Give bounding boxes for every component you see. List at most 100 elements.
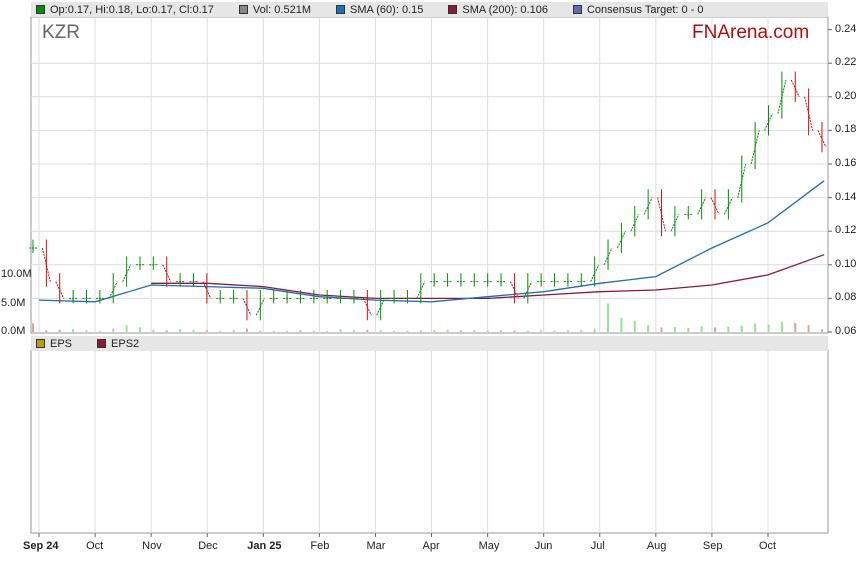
legend-item[interactable]: SMA (200): 0.106 xyxy=(448,4,548,16)
price-step xyxy=(710,197,720,215)
price-step xyxy=(590,264,600,282)
price-step xyxy=(362,298,372,316)
volume-tick-label: 10.0M xyxy=(1,268,32,280)
volume-bar xyxy=(446,329,449,332)
volume-bar xyxy=(780,321,783,332)
legend-label: SMA (200): 0.106 xyxy=(462,3,548,16)
x-tick-label: Aug xyxy=(646,540,667,552)
volume-bar xyxy=(45,330,48,332)
price-step xyxy=(523,281,533,299)
eps-panel xyxy=(30,349,829,534)
price-step xyxy=(202,281,212,299)
volume-bar xyxy=(192,329,195,332)
price-step xyxy=(804,96,814,131)
x-tick-label: Dec xyxy=(198,540,218,552)
price-step xyxy=(737,163,747,198)
y-tick-label: 0.06 xyxy=(835,325,857,337)
legend-item[interactable]: EPS xyxy=(36,338,72,350)
price-step xyxy=(630,214,640,232)
volume-bar xyxy=(112,328,115,332)
y-tick-label: 0.10 xyxy=(835,257,857,270)
volume-bar xyxy=(125,325,128,332)
volume-bar xyxy=(339,329,342,332)
volume-bar xyxy=(727,326,730,332)
volume-bar xyxy=(821,329,823,332)
price-step xyxy=(616,230,626,249)
volume-bar xyxy=(393,330,396,332)
volume-bar xyxy=(219,330,222,332)
legend-item[interactable]: SMA (60): 0.15 xyxy=(335,3,424,16)
legend-label: Op:0.17, Hi:0.18, Lo:0.17, Cl:0.17 xyxy=(50,3,214,16)
volume-bar xyxy=(593,328,596,332)
volume-bar xyxy=(580,329,583,332)
volume-bar xyxy=(620,317,623,332)
price-step xyxy=(657,197,667,232)
volume-bar xyxy=(138,327,141,332)
legend-swatch-icon xyxy=(572,5,582,14)
price-panel xyxy=(30,16,829,334)
volume-bar xyxy=(794,322,797,332)
price-step xyxy=(750,130,760,165)
volume-bar xyxy=(473,330,476,332)
sma200-line xyxy=(151,254,825,300)
volume-bar xyxy=(272,330,275,332)
volume-bar xyxy=(500,330,503,332)
volume-bar xyxy=(526,330,529,332)
volume-bar xyxy=(58,329,61,332)
volume-bar xyxy=(486,330,489,332)
legend-swatch-icon xyxy=(97,339,107,348)
legend-item[interactable]: Vol: 0.521M xyxy=(238,4,311,16)
volume-bar xyxy=(687,328,690,332)
price-step xyxy=(764,113,773,131)
volume-bar xyxy=(245,328,248,332)
volume-bar xyxy=(299,330,302,332)
x-tick-label: Sep 24 xyxy=(23,540,59,552)
legend-swatch-icon xyxy=(36,5,45,14)
y-tick-label: 0.14 xyxy=(835,190,857,203)
volume-bar xyxy=(673,326,676,332)
legend-item[interactable]: Consensus Target: 0 - 0 xyxy=(572,3,704,16)
volume-tick-label: 5.0M xyxy=(1,297,26,309)
volume-bar xyxy=(553,330,556,332)
price-step xyxy=(670,214,680,232)
y-tick-label: 0.18 xyxy=(835,123,857,136)
volume-bar xyxy=(607,303,610,332)
y-tick-label: 0.20 xyxy=(835,89,857,102)
legend-swatch-icon xyxy=(335,5,345,14)
brand-logo: FNArena.com xyxy=(692,22,810,43)
ticker-label: KZR xyxy=(42,22,80,43)
price-step xyxy=(416,281,426,299)
volume-bar xyxy=(179,329,182,332)
sma60-line xyxy=(38,180,825,303)
volume-bar xyxy=(660,327,663,332)
legend-item[interactable]: Op:0.17, Hi:0.18, Lo:0.17, Cl:0.17 xyxy=(36,4,214,16)
legend-label: Consensus Target: 0 - 0 xyxy=(586,3,704,16)
x-tick-label: Mar xyxy=(366,540,386,552)
volume-bar xyxy=(205,330,208,332)
x-tick-label: Feb xyxy=(310,540,330,552)
volume-bar xyxy=(513,330,516,332)
price-step xyxy=(242,298,252,316)
volume-bar xyxy=(406,330,409,332)
price-step xyxy=(723,197,733,215)
volume-bar xyxy=(232,330,235,332)
price-step xyxy=(509,281,519,299)
price-step xyxy=(777,79,787,114)
volume-bar xyxy=(714,327,717,332)
price-step xyxy=(122,264,132,282)
price-legend: Op:0.17, Hi:0.18, Lo:0.17, Cl:0.17 Vol: 0… xyxy=(31,2,828,17)
volume-bar xyxy=(366,329,369,332)
y-tick-label: 0.08 xyxy=(835,291,857,304)
volume-bar xyxy=(312,330,315,332)
legend-item[interactable]: EPS2 xyxy=(97,338,139,350)
volume-bar xyxy=(165,330,168,332)
x-tick-label: Oct xyxy=(86,540,104,552)
y-tick-label: 0.12 xyxy=(835,224,857,237)
legend-label: SMA (60): 0.15 xyxy=(349,3,424,16)
volume-bar xyxy=(326,330,329,332)
volume-bar xyxy=(740,325,743,332)
volume-bar xyxy=(459,330,462,332)
volume-bar xyxy=(286,330,289,332)
price-step xyxy=(817,130,827,148)
